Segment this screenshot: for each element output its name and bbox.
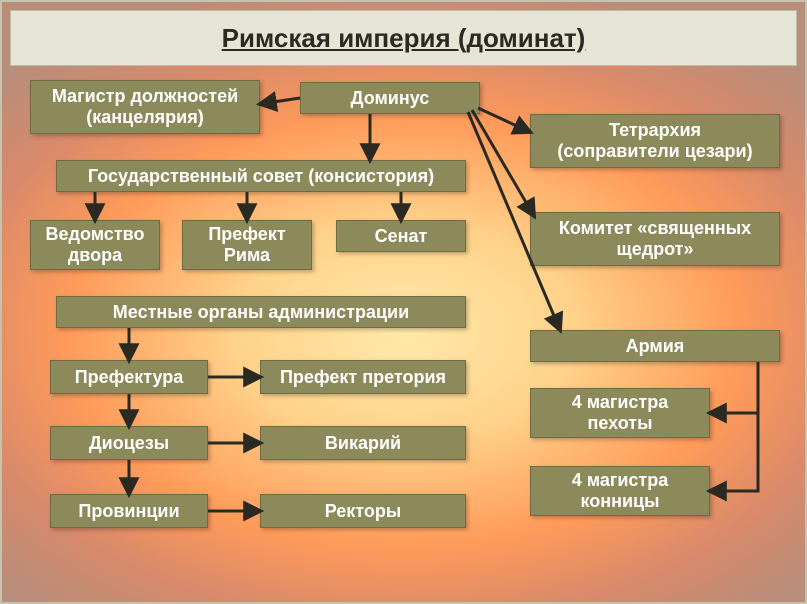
node-prefektura: Префектура xyxy=(50,360,208,394)
node-konnica: 4 магистраконницы xyxy=(530,466,710,516)
node-provincii: Провинции xyxy=(50,494,208,528)
node-senat: Сенат xyxy=(336,220,466,252)
node-magistr: Магистр должностей(канцелярия) xyxy=(30,80,260,134)
diagram-title: Римская империя (доминат) xyxy=(10,10,797,66)
node-mestnye: Местные органы администрации xyxy=(56,296,466,328)
node-pehota: 4 магистрапехоты xyxy=(530,388,710,438)
node-diocezy: Диоцезы xyxy=(50,426,208,460)
node-sovet: Государственный совет (консистория) xyxy=(56,160,466,192)
node-dominus: Доминус xyxy=(300,82,480,114)
node-prefrim: ПрефектРима xyxy=(182,220,312,270)
node-vedomstvo: Ведомстводвора xyxy=(30,220,160,270)
node-pretoria: Префект претория xyxy=(260,360,466,394)
node-vikarij: Викарий xyxy=(260,426,466,460)
node-komitet: Комитет «священныхщедрот» xyxy=(530,212,780,266)
node-tetrarch: Тетрархия(соправители цезари) xyxy=(530,114,780,168)
node-rektory: Ректоры xyxy=(260,494,466,528)
node-armia: Армия xyxy=(530,330,780,362)
